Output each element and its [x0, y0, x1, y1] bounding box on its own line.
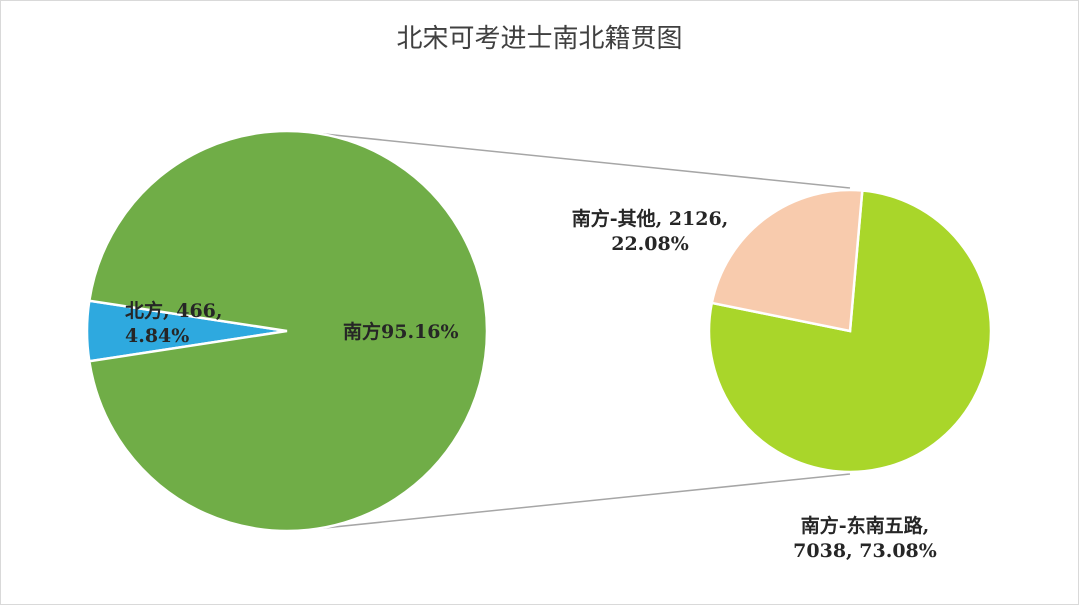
data-labels: 北方, 466, 4.84% 南方95.16%南方-其他, 2126, 22.08%南…	[125, 207, 937, 562]
label-south-other-line: 南方-其他, 2126,	[572, 207, 729, 230]
label-south-southeast-line: 南方-东南五路,	[801, 514, 930, 537]
label-south-southeast-line: 7038, 73.08%	[793, 540, 937, 562]
secondary-pie	[707, 188, 993, 474]
label-south: 南方95.16%	[343, 320, 459, 343]
connector-lines	[294, 130, 851, 532]
label-north: 北方, 466, 4.84%	[125, 299, 223, 347]
main-pie	[85, 129, 489, 533]
label-north-line: 4.84%	[125, 325, 189, 347]
label-south-southeast: 南方-东南五路, 7038, 73.08%	[793, 514, 937, 562]
label-south-other-line: 22.08%	[611, 233, 689, 255]
label-south-other: 南方-其他, 2126, 22.08%	[572, 207, 729, 255]
connector-top	[294, 130, 851, 189]
chart-title: 北宋可考进士南北籍贯图	[396, 24, 683, 54]
secondary-slice-other	[710, 188, 864, 333]
label-north-line: 北方, 466,	[125, 299, 223, 322]
main-slice-south	[87, 129, 489, 533]
label-south-line: 南方95.16%	[343, 320, 459, 343]
connector-bottom	[294, 473, 851, 532]
